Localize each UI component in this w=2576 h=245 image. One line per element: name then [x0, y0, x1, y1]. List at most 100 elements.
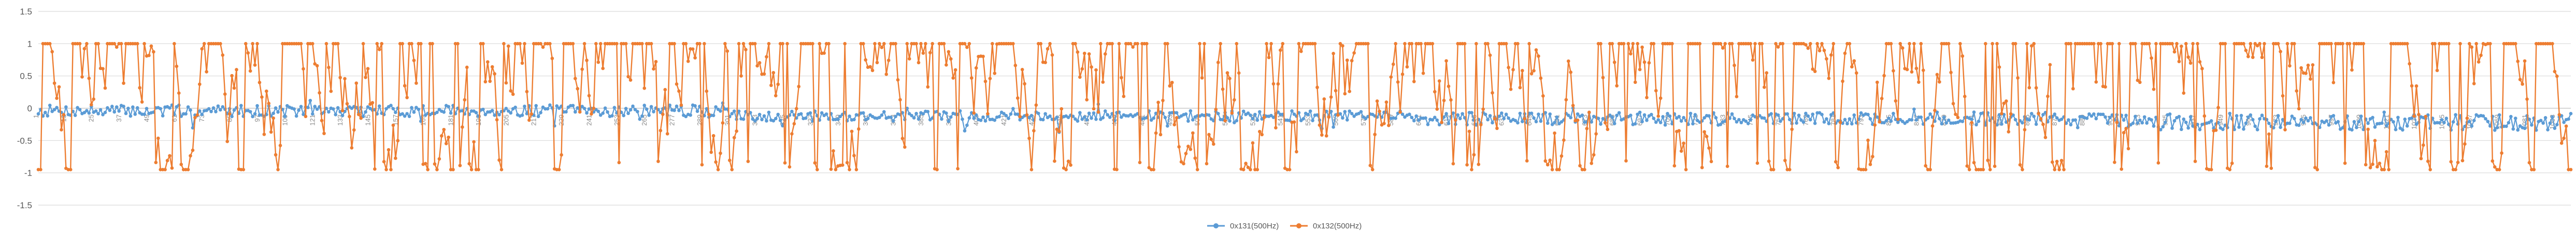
data-point — [2331, 81, 2336, 84]
data-point — [138, 86, 142, 90]
data-point — [2350, 68, 2354, 72]
data-point — [854, 168, 858, 171]
data-point — [1545, 163, 1550, 167]
data-point — [757, 112, 762, 117]
data-point — [1200, 76, 1204, 80]
data-point — [523, 104, 526, 108]
data-point — [165, 158, 169, 163]
data-point — [1315, 113, 1319, 117]
data-point — [628, 78, 633, 82]
data-point — [334, 112, 338, 117]
data-point — [2069, 123, 2073, 127]
data-point — [1900, 120, 1905, 123]
data-point — [861, 111, 865, 115]
data-point — [2527, 118, 2531, 121]
data-point — [1719, 42, 1723, 46]
data-point — [1626, 42, 1630, 46]
data-point — [1880, 96, 1884, 100]
data-point — [276, 168, 280, 171]
data-point — [1928, 112, 1932, 116]
data-point — [753, 42, 757, 46]
data-point — [1765, 71, 1769, 75]
data-point — [356, 112, 361, 117]
data-point — [2355, 125, 2358, 129]
data-point — [944, 111, 948, 115]
data-point — [767, 42, 771, 46]
data-point — [255, 42, 259, 46]
data-point — [227, 112, 232, 116]
data-point — [2237, 125, 2241, 129]
data-point — [603, 106, 607, 110]
data-point — [2511, 127, 2515, 131]
data-point — [2092, 112, 2096, 116]
data-point — [2223, 42, 2227, 46]
data-point — [294, 114, 298, 118]
data-point — [44, 110, 47, 114]
data-point — [1279, 48, 1282, 52]
data-point — [1269, 113, 1273, 118]
x-tick-label: 205 — [502, 114, 510, 126]
data-point — [1977, 119, 1981, 123]
data-point — [87, 111, 91, 115]
data-point — [1592, 153, 1596, 157]
data-point — [2230, 161, 2234, 165]
data-point — [1228, 119, 1232, 123]
data-point — [2366, 127, 2370, 131]
data-point — [1020, 68, 1024, 71]
data-point — [1205, 162, 1209, 166]
data-point — [2131, 121, 2135, 125]
data-point — [924, 42, 927, 46]
legend-point-marker — [1213, 223, 1219, 228]
data-point — [2368, 166, 2372, 169]
data-point — [2053, 112, 2057, 116]
data-point — [541, 45, 545, 49]
data-point — [1193, 156, 1197, 160]
data-point — [815, 168, 819, 171]
data-point — [2405, 124, 2409, 128]
data-point — [2479, 53, 2483, 57]
data-point — [1255, 118, 1260, 122]
data-point — [318, 91, 321, 95]
data-point — [1493, 117, 1497, 121]
data-point — [2495, 126, 2499, 129]
data-point — [2527, 161, 2531, 165]
data-point — [112, 110, 117, 114]
data-point — [827, 42, 831, 46]
data-point — [2062, 168, 2066, 171]
data-point — [1559, 120, 1564, 124]
data-point — [1656, 114, 1661, 118]
data-point — [907, 57, 911, 61]
data-point — [659, 128, 663, 133]
data-point — [755, 64, 759, 68]
data-point — [1087, 52, 1091, 56]
data-point — [1910, 70, 1914, 74]
data-point — [2392, 120, 2395, 124]
data-point — [2530, 123, 2534, 127]
data-point — [1682, 141, 1685, 145]
data-point — [1518, 111, 1522, 116]
data-point — [186, 168, 190, 171]
data-point — [207, 107, 211, 111]
data-point — [601, 66, 605, 70]
data-point — [142, 112, 146, 116]
data-point — [1092, 111, 1096, 115]
data-point — [497, 113, 501, 117]
data-point — [811, 119, 814, 123]
data-point — [2384, 150, 2388, 154]
data-point — [315, 107, 319, 111]
data-point — [1076, 50, 1080, 54]
data-point — [48, 104, 52, 107]
data-point — [1265, 42, 1268, 46]
data-point — [1850, 65, 1854, 69]
data-point — [1751, 58, 1755, 62]
data-point — [2446, 122, 2451, 126]
data-point — [1859, 111, 1863, 115]
data-point — [57, 85, 61, 89]
data-point — [2341, 126, 2344, 129]
data-point — [993, 71, 997, 75]
data-point — [2525, 97, 2529, 101]
data-point — [617, 161, 621, 165]
data-point — [1313, 42, 1317, 46]
data-point — [1749, 42, 1752, 46]
data-point — [2228, 168, 2232, 171]
